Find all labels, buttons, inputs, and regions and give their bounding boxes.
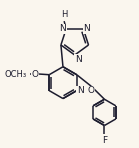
Text: N: N	[83, 24, 90, 33]
Text: F: F	[102, 136, 107, 145]
Text: OCH₃: OCH₃	[5, 70, 27, 79]
Text: N: N	[77, 86, 84, 95]
Text: O: O	[32, 70, 39, 79]
Text: N: N	[75, 55, 81, 64]
Text: O: O	[88, 86, 95, 95]
Text: H: H	[61, 10, 67, 19]
Text: N: N	[59, 24, 66, 33]
